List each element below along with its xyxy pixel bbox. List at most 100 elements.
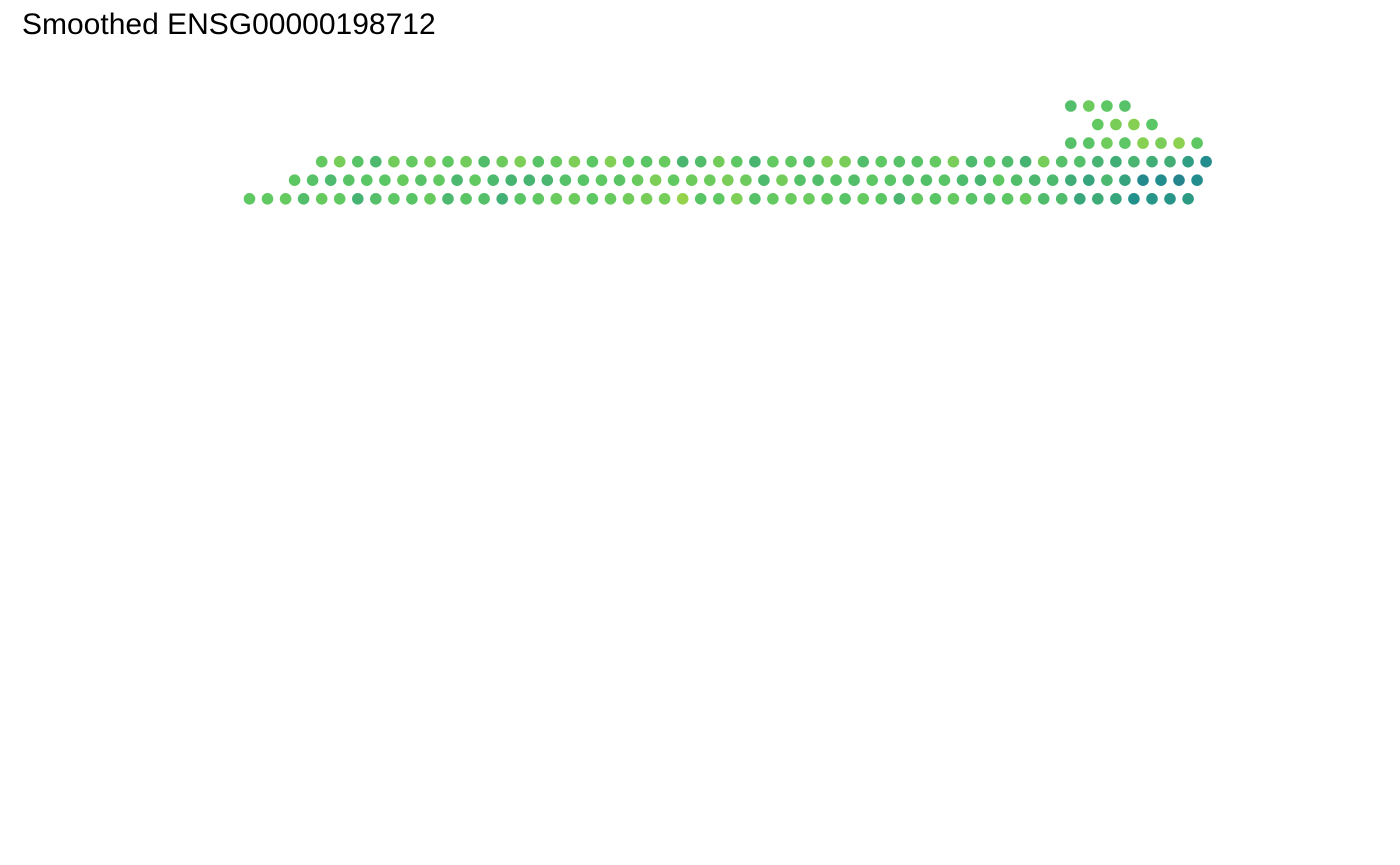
spot (767, 193, 779, 205)
spot (1164, 193, 1176, 205)
spot (352, 155, 364, 168)
spot (406, 193, 418, 205)
spot (938, 174, 951, 186)
colorbar (1296, 343, 1342, 577)
spot (704, 174, 716, 186)
spot (1119, 137, 1131, 149)
spot (1083, 174, 1095, 186)
spot (324, 174, 337, 186)
spots-layer (243, 100, 1212, 205)
spot (288, 174, 301, 186)
spot (604, 155, 617, 168)
spot (1128, 193, 1140, 205)
colorbar-legend (1296, 343, 1342, 577)
spot (460, 193, 472, 205)
spot (243, 193, 256, 205)
spot (514, 193, 526, 205)
spot (649, 174, 662, 186)
spot (315, 193, 328, 205)
spot (658, 155, 671, 168)
spot (505, 174, 517, 186)
spot (1037, 193, 1050, 205)
spot (785, 193, 797, 205)
spot (352, 193, 364, 205)
spot (442, 155, 454, 168)
spot (1119, 174, 1131, 186)
spot (1110, 118, 1122, 131)
spot (279, 193, 292, 205)
spot (306, 174, 319, 186)
spot (1164, 155, 1176, 168)
spot (1155, 137, 1167, 149)
spot (1065, 100, 1077, 112)
spot (821, 155, 833, 168)
spot (1001, 155, 1014, 168)
spot (451, 174, 463, 186)
spot (1200, 155, 1212, 168)
spot (694, 193, 707, 205)
spot (379, 174, 391, 186)
spot (749, 155, 761, 168)
spot (370, 193, 382, 205)
spot (965, 155, 978, 168)
spot (478, 155, 490, 168)
spot (1128, 118, 1140, 131)
spot (343, 174, 355, 186)
chart-title: Smoothed ENSG00000198712 (22, 8, 436, 41)
spot (1055, 193, 1068, 205)
spot (875, 193, 887, 205)
spot (947, 193, 960, 205)
spot (839, 155, 851, 168)
spot (803, 155, 815, 168)
spot (1010, 174, 1023, 186)
spot (361, 174, 373, 186)
spot (1037, 155, 1050, 168)
spot (1001, 193, 1014, 205)
spot (866, 174, 878, 186)
spot (929, 155, 942, 168)
spot (433, 174, 445, 186)
spot (604, 193, 617, 205)
spot (731, 193, 743, 205)
spot (1155, 174, 1167, 186)
spot (622, 155, 635, 168)
spot (1028, 174, 1041, 186)
spot (857, 193, 869, 205)
spot (839, 193, 851, 205)
spot (532, 155, 545, 168)
spot (1074, 193, 1086, 205)
spot (541, 174, 554, 186)
spot (613, 174, 626, 186)
spot (713, 193, 725, 205)
spot (1019, 155, 1032, 168)
spot (424, 155, 436, 168)
spot (1101, 137, 1113, 149)
spot (1110, 155, 1122, 168)
spot (514, 155, 526, 168)
spot (478, 193, 490, 205)
spot (559, 174, 572, 186)
spot (397, 174, 409, 186)
spot (315, 155, 328, 168)
spot (974, 174, 987, 186)
spot (893, 155, 906, 168)
spot (297, 193, 310, 205)
spot (667, 174, 680, 186)
spot (956, 174, 969, 186)
spot (568, 155, 581, 168)
spot (812, 174, 824, 186)
spot (749, 193, 761, 205)
spot (803, 193, 815, 205)
spot (333, 193, 346, 205)
spot (731, 155, 743, 168)
spot (1083, 100, 1095, 112)
spot (460, 155, 472, 168)
spot (676, 155, 689, 168)
spot (1146, 193, 1158, 205)
spot (911, 155, 924, 168)
spot (722, 174, 734, 186)
spot (496, 155, 509, 168)
spot (785, 155, 797, 168)
spot (1191, 174, 1203, 186)
spot (1019, 193, 1032, 205)
